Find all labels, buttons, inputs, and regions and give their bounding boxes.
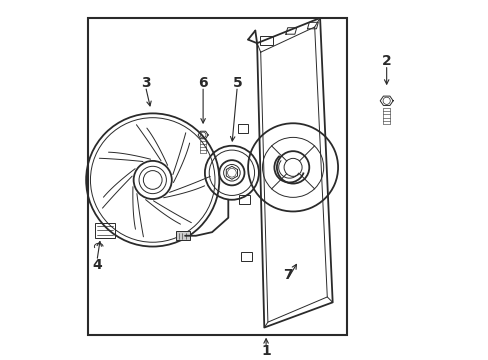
Text: 7: 7 bbox=[282, 268, 292, 282]
Bar bbox=[95, 223, 115, 238]
Text: 6: 6 bbox=[198, 76, 207, 90]
Text: 5: 5 bbox=[232, 76, 242, 90]
Bar bbox=[259, 36, 272, 45]
Bar bbox=[88, 18, 346, 335]
Bar bbox=[237, 124, 248, 133]
Bar bbox=[241, 252, 251, 261]
FancyBboxPatch shape bbox=[176, 231, 190, 240]
Text: 1: 1 bbox=[261, 344, 270, 358]
Text: 2: 2 bbox=[381, 54, 391, 68]
Text: 4: 4 bbox=[92, 257, 102, 271]
Bar bbox=[239, 195, 250, 204]
Text: 3: 3 bbox=[141, 76, 150, 90]
